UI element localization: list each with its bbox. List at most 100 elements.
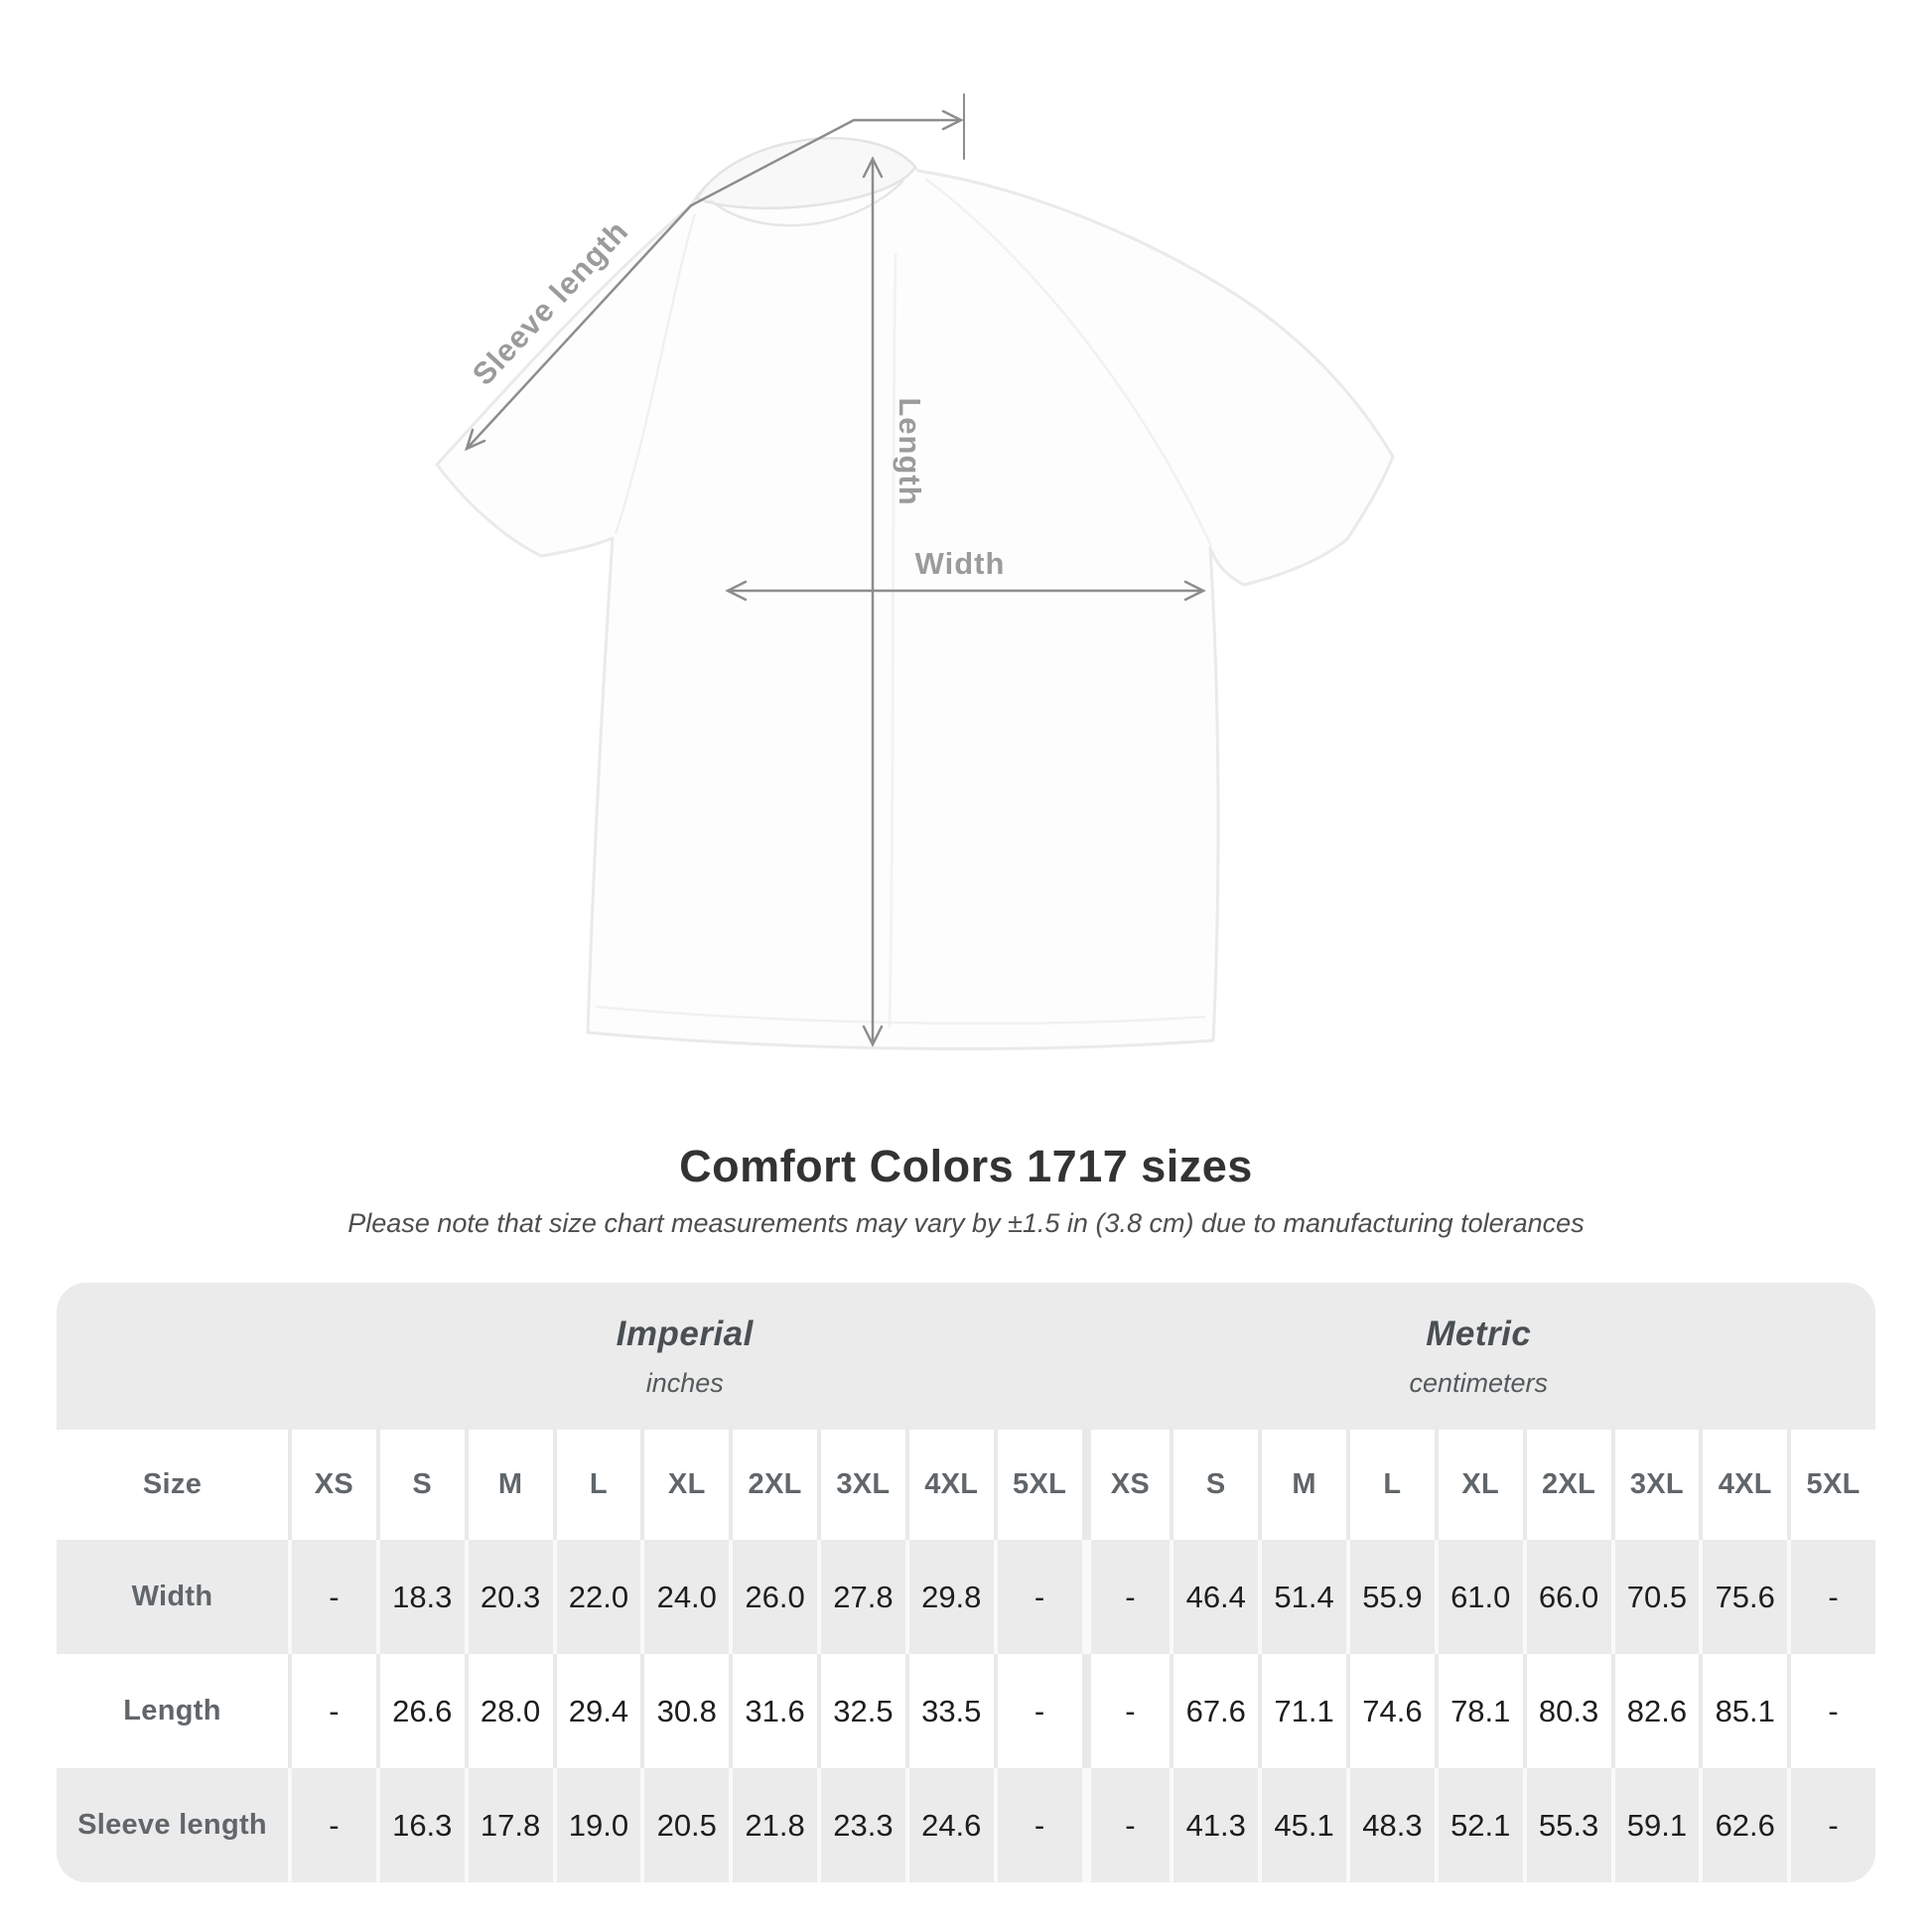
size-value-cell: 29.8 <box>904 1540 994 1654</box>
row-label: Length <box>123 1695 221 1726</box>
size-value-cell: 27.8 <box>817 1540 905 1654</box>
size-value-cell: - <box>1787 1540 1875 1654</box>
size-value-cell: - <box>288 1540 376 1654</box>
size-value-cell: 51.4 <box>1258 1540 1346 1654</box>
column-header: 5XL <box>993 1430 1082 1540</box>
width-arrowhead-left <box>725 580 748 602</box>
size-value-cell: 26.6 <box>375 1654 465 1768</box>
size-value-cell: 48.3 <box>1346 1768 1435 1882</box>
unit-band: Imperial inches Metric centimeters <box>57 1283 1875 1430</box>
table-row-width: Width - 18.3 20.3 22.0 24.0 26.0 27.8 29… <box>57 1540 1875 1654</box>
size-chart-table: Imperial inches Metric centimeters Size … <box>57 1283 1875 1882</box>
table-row-length: Length - 26.6 28.0 29.4 30.8 31.6 32.5 3… <box>57 1654 1875 1768</box>
column-header: 2XL <box>1522 1430 1611 1540</box>
sleeve-length-arrowhead-end <box>464 428 486 452</box>
column-header: S <box>1170 1430 1258 1540</box>
size-value-cell: - <box>288 1654 376 1768</box>
size-value-cell: 33.5 <box>904 1654 994 1768</box>
column-header: 2XL <box>729 1430 817 1540</box>
width-label: Width <box>915 546 1006 581</box>
size-value-cell: 61.0 <box>1434 1540 1523 1654</box>
table-row-sleeve-length: Sleeve length - 16.3 17.8 19.0 20.5 21.8… <box>57 1768 1875 1882</box>
size-value-cell: 75.6 <box>1699 1540 1787 1654</box>
size-value-cell: 59.1 <box>1610 1768 1700 1882</box>
metric-group-header: Metric centimeters <box>1082 1283 1876 1430</box>
size-value-cell: 17.8 <box>464 1768 553 1882</box>
size-value-cell: 29.4 <box>552 1654 641 1768</box>
column-header: L <box>1346 1430 1435 1540</box>
tshirt-diagram-area: Sleeve length Length Width <box>435 93 1395 1050</box>
collar <box>695 137 917 210</box>
size-value-cell: 22.0 <box>552 1540 641 1654</box>
size-value-cell: 46.4 <box>1170 1540 1258 1654</box>
size-value-cell: - <box>288 1768 376 1882</box>
size-corner-header: Size <box>142 1468 203 1500</box>
size-value-cell: 74.6 <box>1346 1654 1435 1768</box>
right-sleeve-seam <box>924 177 1213 547</box>
column-header: L <box>552 1430 641 1540</box>
size-value-cell: 32.5 <box>817 1654 905 1768</box>
size-value-cell: 85.1 <box>1699 1654 1787 1768</box>
size-value-cell: 78.1 <box>1434 1654 1523 1768</box>
imperial-group-header: Imperial inches <box>288 1283 1081 1430</box>
tshirt-measurement-diagram: Sleeve length Length Width <box>435 93 1395 1050</box>
size-value-cell: - <box>993 1768 1082 1882</box>
column-header: XL <box>640 1430 729 1540</box>
size-value-cell: - <box>1787 1768 1875 1882</box>
size-value-cell: 82.6 <box>1610 1654 1700 1768</box>
row-label: Width <box>131 1581 213 1612</box>
size-value-cell: - <box>1787 1654 1875 1768</box>
column-header: 4XL <box>904 1430 994 1540</box>
size-value-cell: - <box>1081 1768 1171 1882</box>
column-header: S <box>375 1430 465 1540</box>
imperial-label: Imperial <box>616 1313 754 1353</box>
size-value-cell: 67.6 <box>1170 1654 1258 1768</box>
size-value-cell: - <box>993 1540 1082 1654</box>
metric-label: Metric <box>1426 1313 1532 1353</box>
sleeve-length-line <box>465 118 963 451</box>
size-value-cell: 19.0 <box>552 1768 641 1882</box>
size-value-cell: 71.1 <box>1258 1654 1346 1768</box>
size-value-cell: 55.9 <box>1346 1540 1435 1654</box>
tshirt-shape <box>435 139 1395 1050</box>
size-value-cell: - <box>993 1654 1082 1768</box>
length-arrowhead-bottom <box>862 1025 884 1047</box>
length-label: Length <box>893 397 927 505</box>
size-value-cell: 31.6 <box>729 1654 817 1768</box>
imperial-unit-label: inches <box>645 1367 724 1398</box>
column-header: 5XL <box>1787 1430 1875 1540</box>
size-value-cell: 66.0 <box>1522 1540 1611 1654</box>
size-header-row: Size XS S M L XL 2XL 3XL 4XL 5XL XS S M … <box>57 1430 1875 1540</box>
size-value-cell: 21.8 <box>729 1768 817 1882</box>
size-value-cell: 30.8 <box>640 1654 729 1768</box>
column-header: M <box>464 1430 553 1540</box>
size-value-cell: - <box>1081 1654 1171 1768</box>
size-value-cell: 52.1 <box>1434 1768 1523 1882</box>
size-value-cell: 62.6 <box>1699 1768 1787 1882</box>
size-value-cell: 26.0 <box>729 1540 817 1654</box>
left-sleeve-seam <box>614 212 697 535</box>
tolerance-note: Please note that size chart measurements… <box>347 1208 1585 1238</box>
column-header: 4XL <box>1699 1430 1787 1540</box>
column-header: XS <box>1081 1430 1171 1540</box>
page-title: Comfort Colors 1717 sizes <box>679 1141 1253 1191</box>
column-header: 3XL <box>1610 1430 1700 1540</box>
size-value-cell: - <box>1081 1540 1171 1654</box>
sleeve-length-arrowhead-right <box>941 109 964 131</box>
length-arrowhead-top <box>862 156 884 179</box>
size-value-cell: 55.3 <box>1522 1768 1611 1882</box>
hem-stitch <box>595 1005 1206 1026</box>
size-value-cell: 24.6 <box>904 1768 994 1882</box>
size-value-cell: 28.0 <box>464 1654 553 1768</box>
column-header: 3XL <box>817 1430 905 1540</box>
size-value-cell: 23.3 <box>817 1768 905 1882</box>
size-value-cell: 41.3 <box>1170 1768 1258 1882</box>
collar-inner-seam <box>710 180 904 227</box>
size-value-cell: 20.5 <box>640 1768 729 1882</box>
size-value-cell: 20.3 <box>464 1540 553 1654</box>
size-value-cell: 45.1 <box>1258 1768 1346 1882</box>
size-value-cell: 70.5 <box>1610 1540 1700 1654</box>
size-value-cell: 16.3 <box>375 1768 465 1882</box>
column-header: XS <box>288 1430 376 1540</box>
size-value-cell: 24.0 <box>640 1540 729 1654</box>
